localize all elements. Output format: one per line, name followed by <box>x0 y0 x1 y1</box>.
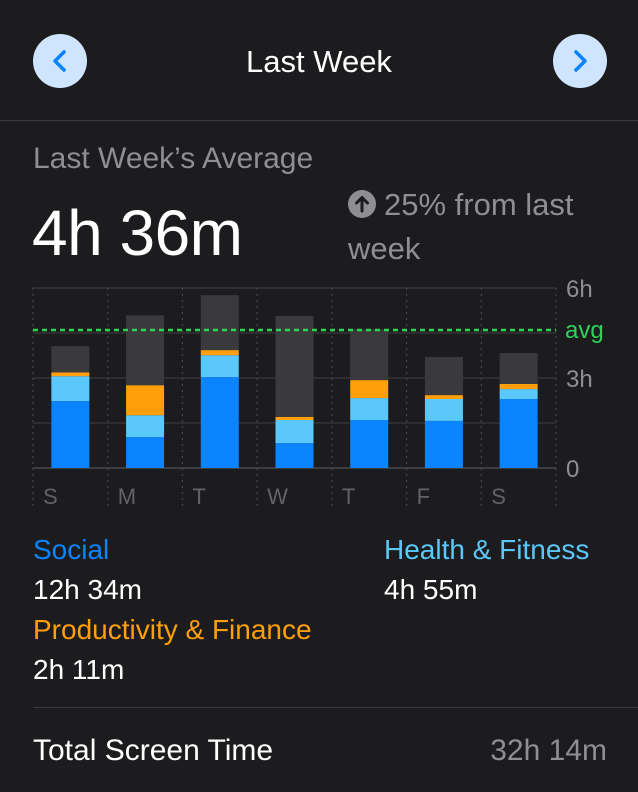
bar-segment <box>200 355 239 378</box>
x-tick-label: S <box>43 484 58 509</box>
x-tick-label: T <box>342 484 355 509</box>
bar-segment <box>126 385 165 416</box>
bar-segment <box>51 372 90 377</box>
next-week-button[interactable] <box>553 34 607 88</box>
bar-segment <box>51 401 90 468</box>
bar-segment <box>275 420 314 444</box>
bar-segment <box>126 315 165 386</box>
bar-segment <box>499 389 538 399</box>
bar-segment <box>424 399 463 421</box>
chevron-right-icon <box>574 50 587 72</box>
bar-segment <box>275 443 314 468</box>
bar-segment <box>126 437 165 468</box>
average-label: avg <box>565 317 604 344</box>
legend-social[interactable]: Social 12h 34m <box>33 533 142 607</box>
bar-segment <box>350 329 389 381</box>
bar-segment <box>51 376 90 402</box>
legend-productivity-finance-name: Productivity & Finance <box>33 614 312 645</box>
previous-week-button[interactable] <box>33 34 87 88</box>
header: Last Week <box>0 0 638 121</box>
bar-segment <box>424 357 463 396</box>
y-tick-label: 6h <box>566 276 593 303</box>
y-tick-label: 0 <box>566 456 579 483</box>
bar-segment <box>51 346 90 373</box>
legend-health-fitness-name: Health & Fitness <box>384 534 590 565</box>
average-label: Last Week’s Average <box>33 142 314 175</box>
y-tick-label: 3h <box>566 366 593 393</box>
bar-segment <box>200 350 239 356</box>
x-tick-label: M <box>118 484 136 509</box>
bar-segment <box>200 377 239 468</box>
bar-segment <box>350 420 389 468</box>
header-title: Last Week <box>246 44 392 79</box>
bar-segment <box>499 384 538 390</box>
x-tick-label: S <box>491 484 506 509</box>
x-tick-label: F <box>417 484 430 509</box>
bar-segment <box>350 398 389 420</box>
x-tick-label: T <box>192 484 205 509</box>
bar-segment <box>275 417 314 420</box>
total-screen-time-label[interactable]: Total Screen Time <box>33 734 274 767</box>
legend-productivity-finance[interactable]: Productivity & Finance 2h 11m <box>33 613 312 687</box>
average-value: 4h 36m <box>32 197 243 269</box>
legend-health-fitness[interactable]: Health & Fitness 4h 55m <box>384 533 589 607</box>
arrow-up-circle-icon <box>348 190 376 218</box>
bar-segment <box>350 380 389 399</box>
bar-segment <box>424 395 463 399</box>
legend-productivity-finance-value: 2h 11m <box>33 654 125 685</box>
chevron-left-icon <box>53 50 66 72</box>
bar-segment <box>499 399 538 468</box>
legend-social-name: Social <box>33 534 110 565</box>
bar-segment <box>424 420 463 468</box>
divider <box>33 707 638 708</box>
change-text: 25% from last week <box>348 187 574 266</box>
legend-social-value: 12h 34m <box>33 574 142 605</box>
change-indicator: 25% from last week <box>348 183 618 271</box>
legend-health-fitness-value: 4h 55m <box>384 574 478 605</box>
bar-segment <box>275 315 314 417</box>
bar-segment <box>126 415 165 438</box>
total-screen-time-value: 32h 14m <box>490 734 607 767</box>
bar-segment <box>200 295 239 351</box>
x-tick-label: W <box>267 484 288 509</box>
bar-segment <box>499 353 538 384</box>
